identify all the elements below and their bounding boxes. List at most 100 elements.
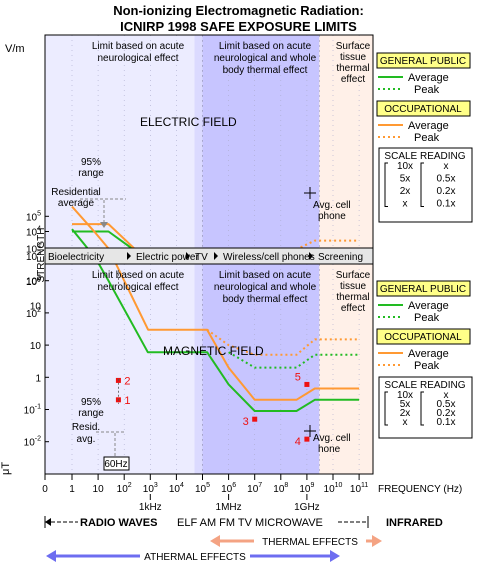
x-sub-label: 1kHz [139, 502, 162, 513]
spectrum-band-names: ELF AM FM TV MICROWAVE [177, 517, 323, 529]
spectrum-infrared-label: INFRARED [386, 517, 443, 529]
upper-residential-arrow [100, 222, 108, 228]
lower-region-label-surface: Surface [336, 270, 371, 281]
upper-region-label-neuro: Limit based on acute [92, 41, 185, 52]
x-tick-label: 1011 [350, 482, 368, 495]
lower-legend-general-title-box [376, 280, 471, 297]
upper-legend-occupational-title: OCCUPATIONAL [384, 104, 462, 115]
thermal-arrow-right [372, 535, 382, 547]
upper-legend-occupational-average: Average [408, 120, 449, 132]
lower-scale-right-value: 0.1x [437, 417, 456, 428]
upper-thermal-band [202, 35, 320, 248]
spectrum-radio-label: RADIO WAVES [80, 517, 157, 529]
lower-region-label-thermal: Limit based on acute [219, 270, 312, 281]
band-strip-item: Wireless/cell phones [223, 252, 315, 263]
athermal-label: ATHERMAL EFFECTS [144, 552, 246, 563]
upper-surface-tissue-band [319, 35, 373, 248]
lower-low-frequency-band [45, 264, 203, 474]
lower-scale-reading-box [378, 376, 473, 439]
athermal-arrow-left [46, 550, 56, 562]
upper-band-gradient [194, 35, 203, 248]
x-tick-label: 105 [195, 482, 210, 495]
upper-unit-label: V/m [5, 43, 25, 55]
upper-scale-left-value: 10x [397, 161, 413, 172]
lower-y-tick-label: 105 [26, 210, 41, 223]
upper-legend-occupational-title-box [376, 100, 471, 117]
upper-range-label: range [78, 168, 104, 179]
upper-region-label-thermal: neurological and whole [214, 53, 317, 64]
lower-region-label-neuro: neurological effect [98, 282, 179, 293]
strength-label: STRENGTH [36, 228, 47, 283]
upper-field-label: ELECTRIC FIELD [140, 115, 237, 129]
lower-measurement-point [304, 436, 310, 442]
freq-60hz-label: 60Hz [104, 459, 127, 470]
upper-scale-left-value: x [403, 199, 408, 210]
x-axis-label: FREQUENCY (Hz) [378, 484, 462, 495]
lower-region-label-surface: thermal [336, 292, 369, 303]
lower-y-tick-label: 1 [35, 373, 41, 384]
lower-y-tick-label: 102 [26, 307, 41, 320]
x-tick-label: 106 [221, 482, 236, 495]
upper-scale-right-value: x [444, 161, 449, 172]
band-strip-item: Bioelectricity [48, 252, 104, 263]
upper-scale-right-value: 0.5x [437, 174, 456, 185]
thermal-label-bg [254, 534, 366, 548]
lower-legend-general-peak: Peak [414, 312, 440, 324]
x-tick-label: 1 [69, 484, 75, 495]
lower-scale-left-bracket [384, 391, 388, 426]
x-tick-label: 103 [143, 482, 158, 495]
lower-y-tick-label: 10-2 [24, 436, 41, 449]
lower-legend-occupational-peak: Peak [414, 360, 440, 372]
upper-residential-label: average [58, 198, 95, 209]
lower-range-label: 95% [81, 397, 101, 408]
lower-point-label: 4 [295, 436, 301, 448]
thermal-label: THERMAL EFFECTS [262, 537, 358, 548]
band-strip-item: TV [195, 252, 208, 263]
lower-residential-label: avg. [77, 434, 96, 445]
lower-y-tick-label: 10 [30, 341, 42, 352]
band-strip-arrow [214, 252, 218, 260]
chart-title-line-2: ICNIRP 1998 SAFE EXPOSURE LIMITS [120, 19, 357, 34]
lower-cell-label: hone [318, 444, 341, 455]
lower-scale-left-value: 2x [400, 408, 411, 419]
lower-residential-label: Resid. [72, 422, 100, 433]
lower-panel [44, 205, 374, 475]
x-tick-label: 1010 [324, 482, 343, 495]
lower-band-gradient [194, 264, 203, 474]
lower-series-line [71, 228, 360, 412]
lower-scale-left-value: 5x [400, 399, 411, 410]
lower-legend-general-average: Average [408, 300, 449, 312]
band-strip-arrow [309, 252, 313, 260]
x-tick-label: 109 [299, 482, 314, 495]
x-tick-label: 107 [247, 482, 262, 495]
athermal-label-bg [140, 549, 250, 563]
upper-scale-right-value: 0.1x [437, 199, 456, 210]
lower-legend-occupational-title-box [376, 328, 471, 345]
lower-cell-label: Avg. cell [313, 433, 351, 444]
lower-range-label: range [78, 408, 104, 419]
lower-region-label-neuro: Limit based on acute [92, 270, 185, 281]
band-strip-arrow [186, 252, 190, 260]
upper-range-label: 95% [81, 157, 101, 168]
upper-y-tick-label: 10 [30, 302, 42, 313]
spectrum-left-arrow [45, 518, 51, 526]
band-strip-item: Electric power [136, 252, 199, 263]
lower-point-label: 3 [243, 416, 249, 428]
x-tick-label: 108 [273, 482, 288, 495]
band-strip-arrow [127, 252, 131, 260]
lower-region-label-surface: effect [341, 303, 365, 314]
upper-legend-occupational-peak: Peak [414, 132, 440, 144]
upper-region-label-neuro: neurological effect [98, 53, 179, 64]
upper-low-frequency-band [45, 35, 203, 248]
lower-series-line [206, 328, 360, 356]
upper-residential-label: Residential [51, 187, 100, 198]
lower-scale-reading-title: SCALE READING [384, 380, 465, 391]
upper-legend-general-average: Average [408, 72, 449, 84]
x-tick-label: 10 [93, 484, 105, 495]
upper-legend-general-title: GENERAL PUBLIC [380, 56, 466, 67]
upper-scale-right-value: 0.2x [437, 186, 456, 197]
lower-legend-occupational-average: Average [408, 348, 449, 360]
upper-legend-general-peak: Peak [414, 84, 440, 96]
